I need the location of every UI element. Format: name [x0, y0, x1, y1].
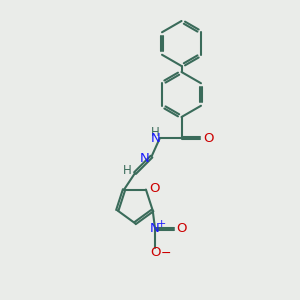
Text: N: N: [140, 152, 150, 165]
Text: O: O: [150, 246, 160, 260]
Text: O: O: [176, 222, 187, 236]
Text: O: O: [149, 182, 159, 195]
Text: −: −: [160, 246, 171, 260]
Text: O: O: [203, 131, 213, 145]
Text: +: +: [157, 218, 166, 229]
Text: H: H: [123, 164, 132, 177]
Text: H: H: [151, 126, 160, 140]
Text: N: N: [150, 222, 160, 236]
Text: N: N: [151, 132, 160, 146]
